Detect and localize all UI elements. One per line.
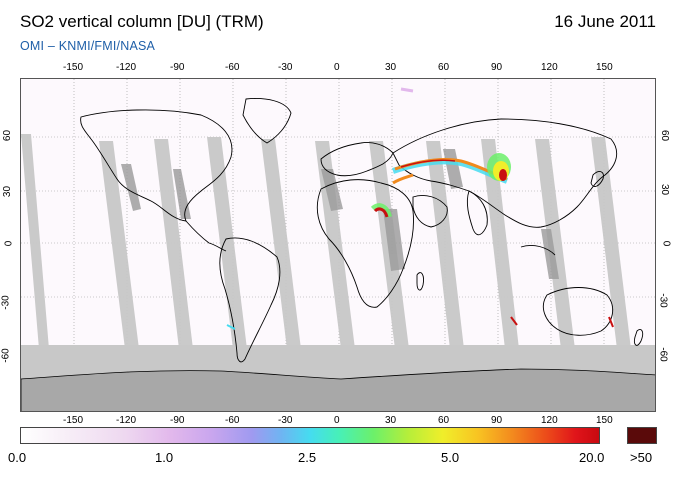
bottom-lon-tick: -30 (278, 415, 293, 426)
top-lon-tick: 60 (438, 62, 450, 73)
map-title: SO2 vertical column [DU] (TRM) (20, 12, 264, 31)
left-lat-tick: -60 (0, 348, 12, 363)
new-zealand-outline (634, 329, 644, 346)
so2-plumes (226, 87, 614, 330)
colorbar-label: 5.0 (441, 450, 460, 465)
coastlines (80, 98, 644, 363)
india-outline (466, 190, 488, 236)
indonesia-outline (520, 244, 556, 256)
plume-asia-red (499, 169, 507, 181)
top-lon-tick: -150 (63, 62, 84, 73)
colorbar-label: 1.0 (155, 450, 174, 465)
data-credit: OMI – KNMI/FMI/NASA (20, 39, 156, 53)
top-lon-tick: 150 (596, 62, 613, 73)
bottom-lon-tick: 120 (541, 415, 558, 426)
top-lon-tick: -60 (225, 62, 240, 73)
right-lat-tick: 60 (659, 129, 671, 142)
bottom-lon-tick: 150 (596, 415, 613, 426)
so2-world-map[interactable] (20, 78, 656, 412)
right-lat-tick: -60 (657, 347, 669, 362)
map-date: 16 June 2011 (554, 12, 656, 31)
plume-source-red (373, 207, 389, 218)
colorbar-overflow-swatch (627, 427, 657, 444)
top-lon-tick: 90 (491, 62, 503, 73)
asia-outline (392, 118, 618, 228)
map-canvas (21, 79, 655, 411)
europe-outline (320, 142, 394, 177)
bottom-lon-tick: 90 (491, 415, 503, 426)
plume-streak (226, 324, 236, 330)
colorbar-gradient (20, 427, 600, 444)
south-america-outline (219, 237, 281, 363)
top-lon-tick: -120 (116, 62, 137, 73)
australia-outline (543, 287, 614, 336)
left-lat-tick: -30 (0, 295, 12, 310)
left-lat-tick: 30 (2, 185, 14, 198)
colorbar-label: 20.0 (579, 450, 605, 465)
japan-outline (590, 171, 604, 187)
madagascar-outline (416, 272, 424, 291)
north-america-outline (80, 109, 233, 222)
top-lon-tick: 120 (541, 62, 558, 73)
plume-streak (608, 316, 614, 328)
right-lat-tick: 30 (659, 183, 671, 196)
arabia-outline (412, 195, 448, 228)
greenland-outline (242, 98, 292, 144)
bottom-lon-tick: -90 (170, 415, 185, 426)
top-lon-tick: -90 (170, 62, 185, 73)
bottom-lon-tick: 0 (334, 415, 340, 426)
bottom-lon-tick: -60 (225, 415, 240, 426)
plume-streak (510, 316, 518, 326)
right-lat-tick: 0 (660, 240, 672, 247)
colorbar-label: >50 (630, 450, 653, 465)
top-lon-tick: -30 (278, 62, 293, 73)
bottom-lon-tick: -150 (63, 415, 84, 426)
right-lat-tick: -30 (657, 293, 669, 308)
left-lat-tick: 60 (2, 129, 14, 142)
bottom-lon-tick: -120 (116, 415, 137, 426)
antarctica (21, 368, 655, 411)
left-lat-tick: 0 (3, 240, 15, 247)
colorbar-label: 2.5 (298, 450, 317, 465)
top-lon-tick: 30 (385, 62, 397, 73)
colorbar-label: 0.0 (8, 450, 27, 465)
bottom-lon-tick: 30 (385, 415, 397, 426)
bottom-lon-tick: 60 (438, 415, 450, 426)
plume-high-band (400, 159, 456, 168)
africa-outline (316, 179, 414, 308)
plume-source-green (370, 203, 392, 218)
plume-north-orange (392, 173, 414, 185)
plume-streak (400, 87, 414, 93)
top-lon-tick: 0 (334, 62, 340, 73)
